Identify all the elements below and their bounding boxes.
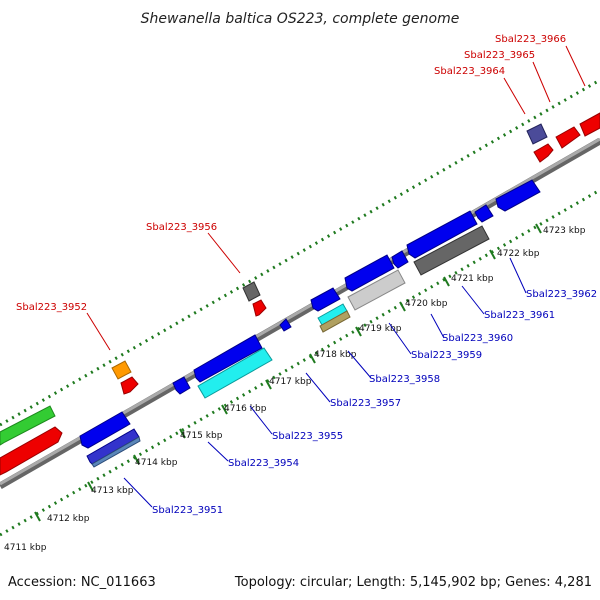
feature-blue-3960[interactable] [406, 210, 478, 259]
feature-blue-3962[interactable] [495, 179, 541, 212]
feature-blue-4719[interactable] [344, 254, 395, 292]
feature-blue-4720a[interactable] [391, 250, 409, 269]
gene-label-3962[interactable]: Sbal223_3962 [526, 289, 597, 300]
gene-label-3966[interactable]: Sbal223_3966 [495, 34, 566, 45]
feature-red-block[interactable] [0, 426, 63, 476]
reverse-features [79, 179, 541, 468]
accession-text: Accession: NC_011663 [8, 575, 156, 590]
tick-label-4718: 4718 kbp [314, 350, 357, 360]
feature-navy-3964[interactable] [526, 123, 548, 145]
feature-blue-4718[interactable] [310, 287, 341, 312]
feature-cyan-3955[interactable] [197, 347, 273, 399]
feature-blue-3957[interactable] [193, 334, 263, 383]
tick-label-4713: 4713 kbp [91, 486, 134, 496]
gene-label-3957[interactable]: Sbal223_3957 [330, 398, 401, 409]
tick-label-4719: 4719 kbp [359, 324, 402, 334]
tick-label-4714: 4714 kbp [135, 458, 178, 468]
feature-blue-4722a[interactable] [474, 204, 494, 223]
feature-blue-a[interactable] [79, 411, 131, 449]
tick-label-4722: 4722 kbp [497, 249, 540, 259]
feature-red-3965[interactable] [533, 143, 554, 163]
feature-blue-3954[interactable] [172, 376, 191, 395]
callout-lines [86, 45, 586, 508]
feature-orange-3952[interactable] [111, 360, 132, 380]
feature-red-small-b[interactable] [252, 299, 267, 317]
tick-label-4717: 4717 kbp [269, 377, 312, 387]
gene-label-3960[interactable]: Sbal223_3960 [442, 333, 513, 344]
major-ticks [34, 223, 542, 522]
gene-labels: Sbal223_3952 Sbal223_3956 Sbal223_3964 S… [16, 34, 597, 516]
feature-blue-small[interactable] [279, 318, 292, 332]
gene-label-3958[interactable]: Sbal223_3958 [369, 374, 440, 385]
feature-gray-3961[interactable] [413, 225, 490, 276]
kbp-tick-labels: 4711 kbp 4712 kbp 4713 kbp 4714 kbp 4715… [4, 226, 586, 553]
gene-label-3952[interactable]: Sbal223_3952 [16, 302, 87, 313]
feature-lightgray-3959[interactable] [347, 269, 406, 311]
tick-label-4715: 4715 kbp [180, 431, 223, 441]
feature-red-3966b[interactable] [579, 112, 600, 137]
tick-label-4723: 4723 kbp [543, 226, 586, 236]
feature-red-small-a[interactable] [120, 376, 139, 395]
gene-label-3961[interactable]: Sbal223_3961 [484, 310, 555, 321]
gene-label-3954[interactable]: Sbal223_3954 [228, 458, 299, 469]
gene-label-3959[interactable]: Sbal223_3959 [411, 350, 482, 361]
feature-olive[interactable] [319, 310, 351, 333]
gene-label-3965[interactable]: Sbal223_3965 [464, 50, 535, 61]
map-title: Shewanella baltica OS223, complete genom… [141, 11, 460, 27]
feature-red-3966a[interactable] [555, 126, 581, 149]
forward-features [0, 112, 600, 476]
inner-dotted-track [0, 188, 600, 537]
feature-steel-3951[interactable] [91, 436, 141, 468]
feature-gray-3956[interactable] [242, 281, 261, 302]
gene-label-3964[interactable]: Sbal223_3964 [434, 66, 505, 77]
tick-label-4711: 4711 kbp [4, 543, 47, 553]
tick-label-4721: 4721 kbp [451, 274, 494, 284]
feature-green-block[interactable] [0, 405, 56, 446]
gene-label-3951[interactable]: Sbal223_3951 [152, 505, 223, 516]
tick-label-4716: 4716 kbp [224, 404, 267, 414]
gene-label-3955[interactable]: Sbal223_3955 [272, 431, 343, 442]
tick-label-4712: 4712 kbp [47, 514, 90, 524]
gene-label-3956[interactable]: Sbal223_3956 [146, 222, 217, 233]
genome-summary-text: Topology: circular; Length: 5,145,902 bp… [234, 575, 592, 590]
tick-label-4720: 4720 kbp [405, 299, 448, 309]
